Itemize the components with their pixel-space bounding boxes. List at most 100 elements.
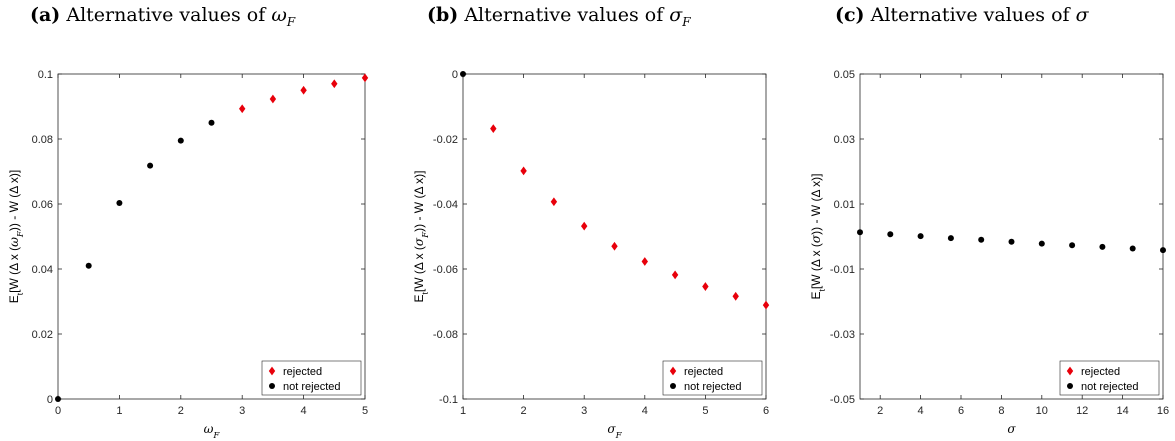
chart-b-legend-box [662,360,763,396]
chart-b-point-rejected [490,124,497,133]
chart-b-xtick-label: 5 [702,405,708,417]
panel-b-title: (b) Alternative values of σF [427,4,691,29]
panel-c-title-symbol: σ [1075,4,1089,26]
chart-c-point-not-rejected [947,235,954,242]
chart-a-legend-not-rejected-marker [269,383,275,389]
chart-b-ytick-label: -0.1 [439,394,458,406]
chart-b-legend-rejected-marker [669,366,677,376]
chart-c-point-not-rejected [917,233,924,240]
chart-a-legend-box [261,360,362,396]
chart-c-ylabel: Et[W (Δ x (σ)) - W (Δ x)] [809,174,827,300]
chart-c-point-not-rejected [887,231,894,238]
chart-b-point-rejected [581,221,588,231]
chart-b-xtick-label: 1 [460,405,466,417]
chart-c-xtick-label: 14 [1116,405,1128,417]
chart-b-point-rejected [702,282,709,291]
chart-c-xtick-label: 16 [1157,405,1169,417]
chart-c-point-not-rejected [1008,238,1015,245]
chart-b-legend-rejected-label: rejected [684,366,723,378]
chart-a-point-rejected [269,94,277,104]
chart-a-point-rejected [361,73,369,83]
chart-b-ytick-label: -0.04 [433,199,458,211]
chart-c-ytick-label: -0.01 [830,264,855,276]
chart-b-ytick-label: -0.06 [433,264,458,276]
chart-b-xtick-label: 4 [642,405,648,417]
chart-b-point-rejected [732,291,739,301]
panel-c-title-text: Alternative values of [870,4,1076,26]
chart-a-legend-not-rejected-label: not rejected [283,381,340,393]
chart-a-legend-rejected-marker [268,366,276,376]
chart-c-xtick-label: 8 [998,405,1004,417]
chart-c-point-not-rejected [1099,243,1106,250]
chart-a-point-not-rejected [147,162,154,169]
chart-a-point-not-rejected [116,200,123,207]
chart-a-point-not-rejected [177,137,184,144]
chart-a-xtick-label: 1 [116,405,122,417]
chart-c-ytick-label: 0.03 [834,134,855,146]
chart-a-point-rejected [300,85,307,95]
chart-c-xlabel: σ [1007,422,1016,436]
panel-a-tag: (a) [30,4,61,26]
panel-b-title-subscript: F [682,14,691,29]
chart-a: 0 1 2 3 4 5 0 0.02 0.04 0.06 0.08 0.1 ωF Et[W (Δ x (ω… [7,69,369,441]
chart-c-legend-not-rejected-label: not rejected [1081,381,1138,393]
chart-a-point-rejected [239,104,246,114]
chart-c: 2 4 6 8 10 12 14 16 -0.05 -0.03 -0.01 0.01 0.03 0.05 σ… [809,69,1169,436]
chart-b-ytick-label: 0 [452,69,458,81]
chart-c-legend-rejected-marker [1066,366,1074,376]
chart-c-xtick-label: 2 [877,405,883,417]
chart-b-point-rejected [762,300,770,310]
chart-b-legend: rejected not rejected [662,360,763,396]
chart-a-xtick-label: 0 [55,405,61,417]
chart-a-xtick-label: 5 [362,405,368,417]
chart-a-xlabel: ωF [204,422,221,441]
chart-b: 1 2 3 4 5 6 -0.1 -0.08 -0.06 -0.04 -0.02 0 σF Et[W (Δ… [412,69,770,441]
chart-b-xtick-label: 6 [763,405,769,417]
chart-c-legend: rejected not rejected [1059,360,1160,396]
chart-c-legend-rejected-label: rejected [1081,366,1120,378]
panel-a-title: (a) Alternative values of ωF [30,4,295,29]
chart-a-ytick-label: 0.08 [32,134,53,146]
chart-b-point-rejected [671,270,679,280]
chart-a-xtick-label: 2 [178,405,184,417]
chart-a-ylabel: Et[W (Δ x (ωF)) - W (Δ x)] [7,170,26,304]
chart-b-point-rejected [611,241,618,251]
chart-c-ytick-label: 0.05 [834,69,855,81]
chart-c-xtick-label: 6 [958,405,964,417]
chart-b-point-rejected [641,257,648,266]
chart-a-point-not-rejected [208,119,215,126]
chart-a-ytick-label: 0.04 [32,264,53,276]
panel-c-title: (c) Alternative values of σ [835,4,1089,26]
chart-a-xtick-label: 4 [301,405,307,417]
panel-a-title-subscript: F [286,14,296,29]
chart-b-point-not-rejected [460,71,466,77]
chart-c-point-not-rejected [1160,247,1166,254]
chart-c-ytick-label: -0.05 [830,394,855,406]
chart-c-legend-box [1059,360,1160,396]
chart-b-point-rejected [550,197,558,207]
panel-b-title-symbol: σ [669,4,683,26]
chart-b-ytick-label: -0.08 [433,329,458,341]
chart-a-ytick-label: 0 [47,394,53,406]
chart-c-point-not-rejected [1038,240,1045,247]
chart-b-legend-not-rejected-marker [670,383,676,389]
chart-a-legend: rejected not rejected [261,360,362,396]
panel-b-title-text: Alternative values of [464,4,670,26]
chart-a-ytick-label: 0.1 [38,69,53,81]
chart-a-point-rejected [331,79,338,89]
chart-a-xtick-label: 3 [239,405,245,417]
chart-a-axes-box [57,73,366,400]
chart-a-point-not-rejected [85,262,92,269]
chart-c-xtick-label: 10 [1036,405,1048,417]
chart-b-xlabel: σF [607,422,622,441]
chart-c-ytick-label: -0.03 [830,329,855,341]
chart-c-axes-box [859,73,1164,400]
panel-a-title-symbol: ω [271,4,287,26]
chart-a-point-not-rejected [55,396,61,402]
chart-c-point-not-rejected [1129,245,1136,252]
chart-b-axes-box [462,73,767,400]
panel-c-tag: (c) [835,4,865,26]
chart-c-point-not-rejected [1069,242,1076,249]
chart-c-point-not-rejected [978,236,985,243]
chart-b-xtick-label: 3 [581,405,587,417]
